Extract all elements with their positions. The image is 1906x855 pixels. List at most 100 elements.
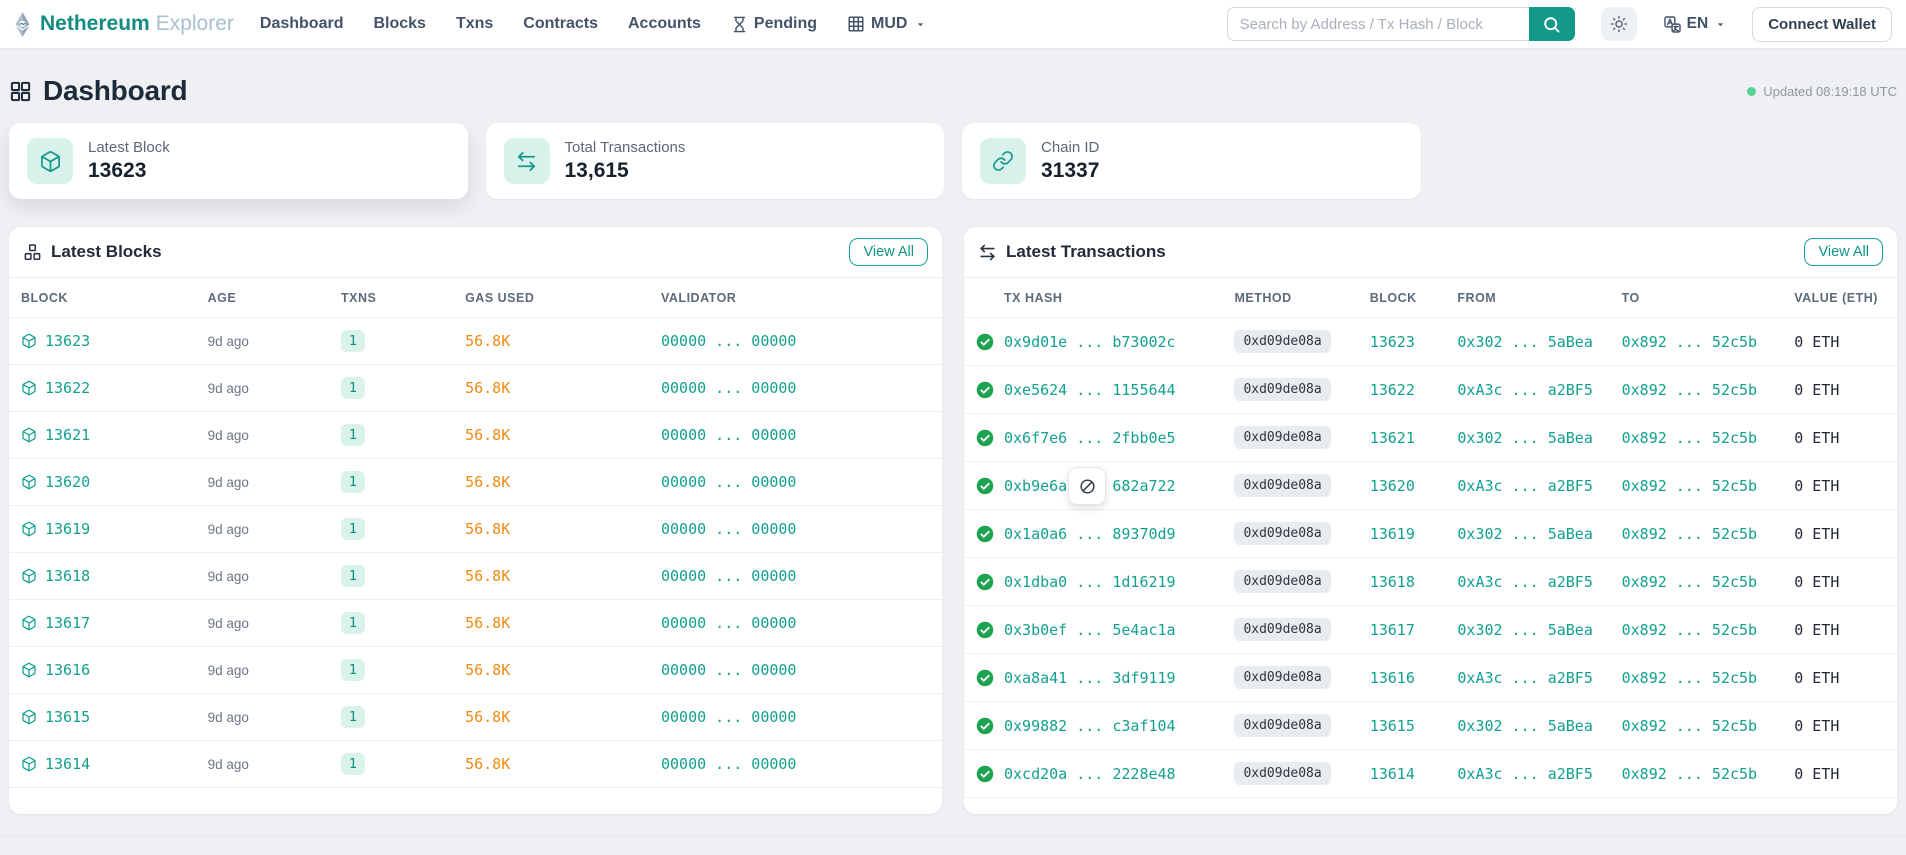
connect-wallet-button[interactable]: Connect Wallet: [1752, 6, 1892, 42]
block-number-link[interactable]: 13622: [45, 379, 91, 397]
hourglass-icon: [731, 16, 748, 33]
success-check-icon: [976, 717, 994, 735]
language-dropdown[interactable]: EN: [1663, 15, 1727, 34]
tx-to-link[interactable]: 0x892 ... 52c5b: [1621, 428, 1758, 447]
tx-hash-link[interactable]: 0x6f7e6 ... 2fbb0e5: [1004, 428, 1176, 447]
tx-hash-link[interactable]: 0x1a0a6 ... 89370d9: [1004, 524, 1176, 543]
success-check-icon: [976, 765, 994, 783]
block-number-link[interactable]: 13618: [45, 567, 91, 585]
block-validator-link[interactable]: 00000 ... 00000: [661, 426, 797, 444]
block-validator-link[interactable]: 00000 ... 00000: [661, 708, 797, 726]
tx-to-link[interactable]: 0x892 ... 52c5b: [1621, 572, 1758, 591]
tx-to-link[interactable]: 0x892 ... 52c5b: [1621, 764, 1758, 783]
block-row: 13618 9d ago 1 56.8K 00000 ... 00000: [9, 552, 942, 600]
tx-from-link[interactable]: 0xA3c ... a2BF5: [1457, 476, 1593, 495]
tx-value: 0 ETH: [1794, 764, 1840, 783]
success-check-icon: [976, 333, 994, 351]
block-cube-icon: [21, 427, 37, 443]
tx-hash-link[interactable]: 0xa8a41 ... 3df9119: [1004, 668, 1176, 687]
nav-item-blocks[interactable]: Blocks: [373, 15, 426, 32]
tx-to-link[interactable]: 0x892 ... 52c5b: [1621, 524, 1758, 543]
stat-value: 13,615: [564, 159, 629, 182]
block-txns-badge: 1: [341, 330, 365, 352]
nav-item-txns[interactable]: Txns: [455, 15, 494, 32]
tx-from-link[interactable]: 0xA3c ... a2BF5: [1457, 380, 1593, 399]
nav-item-accounts[interactable]: Accounts: [627, 15, 701, 32]
blocks-view-all-button[interactable]: View All: [849, 238, 928, 266]
block-validator-link[interactable]: 00000 ... 00000: [661, 614, 797, 632]
tx-hash-link[interactable]: 0x99882 ... c3af104: [1004, 716, 1176, 735]
stat-label: Chain ID: [1041, 139, 1100, 156]
tx-block-link[interactable]: 13620: [1369, 476, 1415, 495]
tx-from-link[interactable]: 0xA3c ... a2BF5: [1457, 764, 1593, 783]
tx-block-link[interactable]: 13623: [1369, 332, 1415, 351]
tx-value: 0 ETH: [1794, 428, 1840, 447]
tx-block-link[interactable]: 13619: [1369, 524, 1415, 543]
tx-block-link[interactable]: 13614: [1369, 764, 1415, 783]
block-validator-link[interactable]: 00000 ... 00000: [661, 332, 797, 350]
block-validator-link[interactable]: 00000 ... 00000: [661, 473, 797, 491]
block-validator-link[interactable]: 00000 ... 00000: [661, 661, 797, 679]
block-row: 13621 9d ago 1 56.8K 00000 ... 00000: [9, 411, 942, 459]
tx-block-link[interactable]: 13622: [1369, 380, 1415, 399]
search-icon: [1542, 15, 1561, 34]
search-input[interactable]: [1226, 7, 1529, 41]
tx-block-link[interactable]: 13616: [1369, 668, 1415, 687]
nav-item-mud-dropdown[interactable]: MUD: [847, 15, 926, 33]
block-number-link[interactable]: 13623: [45, 332, 91, 350]
live-dot-icon: [1747, 86, 1757, 96]
tx-from-link[interactable]: 0xA3c ... a2BF5: [1457, 572, 1593, 591]
tx-hash-link[interactable]: 0xe5624 ... 1155644: [1004, 380, 1176, 399]
block-validator-link[interactable]: 00000 ... 00000: [661, 567, 797, 585]
tx-method-badge: 0xd09de08a: [1234, 474, 1331, 497]
block-age: 9d ago: [207, 709, 249, 725]
tx-value: 0 ETH: [1794, 332, 1840, 351]
block-number-link[interactable]: 13616: [45, 661, 91, 679]
blocked-cursor-overlay: [1068, 467, 1106, 505]
footer: Nethereum Explorer | nethereum.com | Git…: [0, 835, 1906, 855]
tx-to-link[interactable]: 0x892 ... 52c5b: [1621, 716, 1758, 735]
block-age: 9d ago: [207, 333, 249, 349]
block-validator-link[interactable]: 00000 ... 00000: [661, 379, 797, 397]
tx-to-link[interactable]: 0x892 ... 52c5b: [1621, 332, 1758, 351]
txs-view-all-button[interactable]: View All: [1804, 238, 1883, 266]
nav-item-contracts[interactable]: Contracts: [523, 15, 598, 32]
tx-to-link[interactable]: 0x892 ... 52c5b: [1621, 476, 1758, 495]
tx-block-link[interactable]: 13621: [1369, 428, 1415, 447]
brand[interactable]: Nethereum Explorer: [14, 11, 234, 38]
search-button[interactable]: [1528, 7, 1575, 41]
tx-hash-link[interactable]: 0x3b0ef ... 5e4ac1a: [1004, 620, 1176, 639]
tx-hash-link[interactable]: 0xcd20a ... 2228e48: [1004, 764, 1176, 783]
tx-from-link[interactable]: 0x302 ... 5aBea: [1457, 332, 1593, 351]
tx-to-link[interactable]: 0x892 ... 52c5b: [1621, 380, 1758, 399]
tx-from-link[interactable]: 0x302 ... 5aBea: [1457, 620, 1593, 639]
block-age: 9d ago: [207, 474, 249, 490]
tx-hash-link[interactable]: 0x1dba0 ... 1d16219: [1004, 572, 1176, 591]
tx-from-link[interactable]: 0xA3c ... a2BF5: [1457, 668, 1593, 687]
tx-to-link[interactable]: 0x892 ... 52c5b: [1621, 668, 1758, 687]
block-number-link[interactable]: 13617: [45, 614, 91, 632]
block-number-link[interactable]: 13614: [45, 755, 91, 773]
nav-item-dashboard[interactable]: Dashboard: [259, 15, 344, 32]
tx-block-link[interactable]: 13617: [1369, 620, 1415, 639]
theme-toggle-button[interactable]: [1600, 7, 1637, 41]
block-cube-icon: [21, 474, 37, 490]
tx-block-link[interactable]: 13618: [1369, 572, 1415, 591]
success-check-icon: [976, 669, 994, 687]
block-validator-link[interactable]: 00000 ... 00000: [661, 520, 797, 538]
block-number-link[interactable]: 13619: [45, 520, 91, 538]
tx-from-link[interactable]: 0x302 ... 5aBea: [1457, 428, 1593, 447]
tx-from-link[interactable]: 0x302 ... 5aBea: [1457, 716, 1593, 735]
block-gas-used: 56.8K: [465, 614, 511, 632]
block-number-link[interactable]: 13620: [45, 473, 91, 491]
block-gas-used: 56.8K: [465, 332, 511, 350]
tx-block-link[interactable]: 13615: [1369, 716, 1415, 735]
block-number-link[interactable]: 13621: [45, 426, 91, 444]
tx-value: 0 ETH: [1794, 668, 1840, 687]
nav-item-pending[interactable]: Pending: [731, 15, 817, 33]
tx-hash-link[interactable]: 0x9d01e ... b73002c: [1004, 332, 1176, 351]
tx-from-link[interactable]: 0x302 ... 5aBea: [1457, 524, 1593, 543]
block-number-link[interactable]: 13615: [45, 708, 91, 726]
tx-to-link[interactable]: 0x892 ... 52c5b: [1621, 620, 1758, 639]
block-validator-link[interactable]: 00000 ... 00000: [661, 755, 797, 773]
